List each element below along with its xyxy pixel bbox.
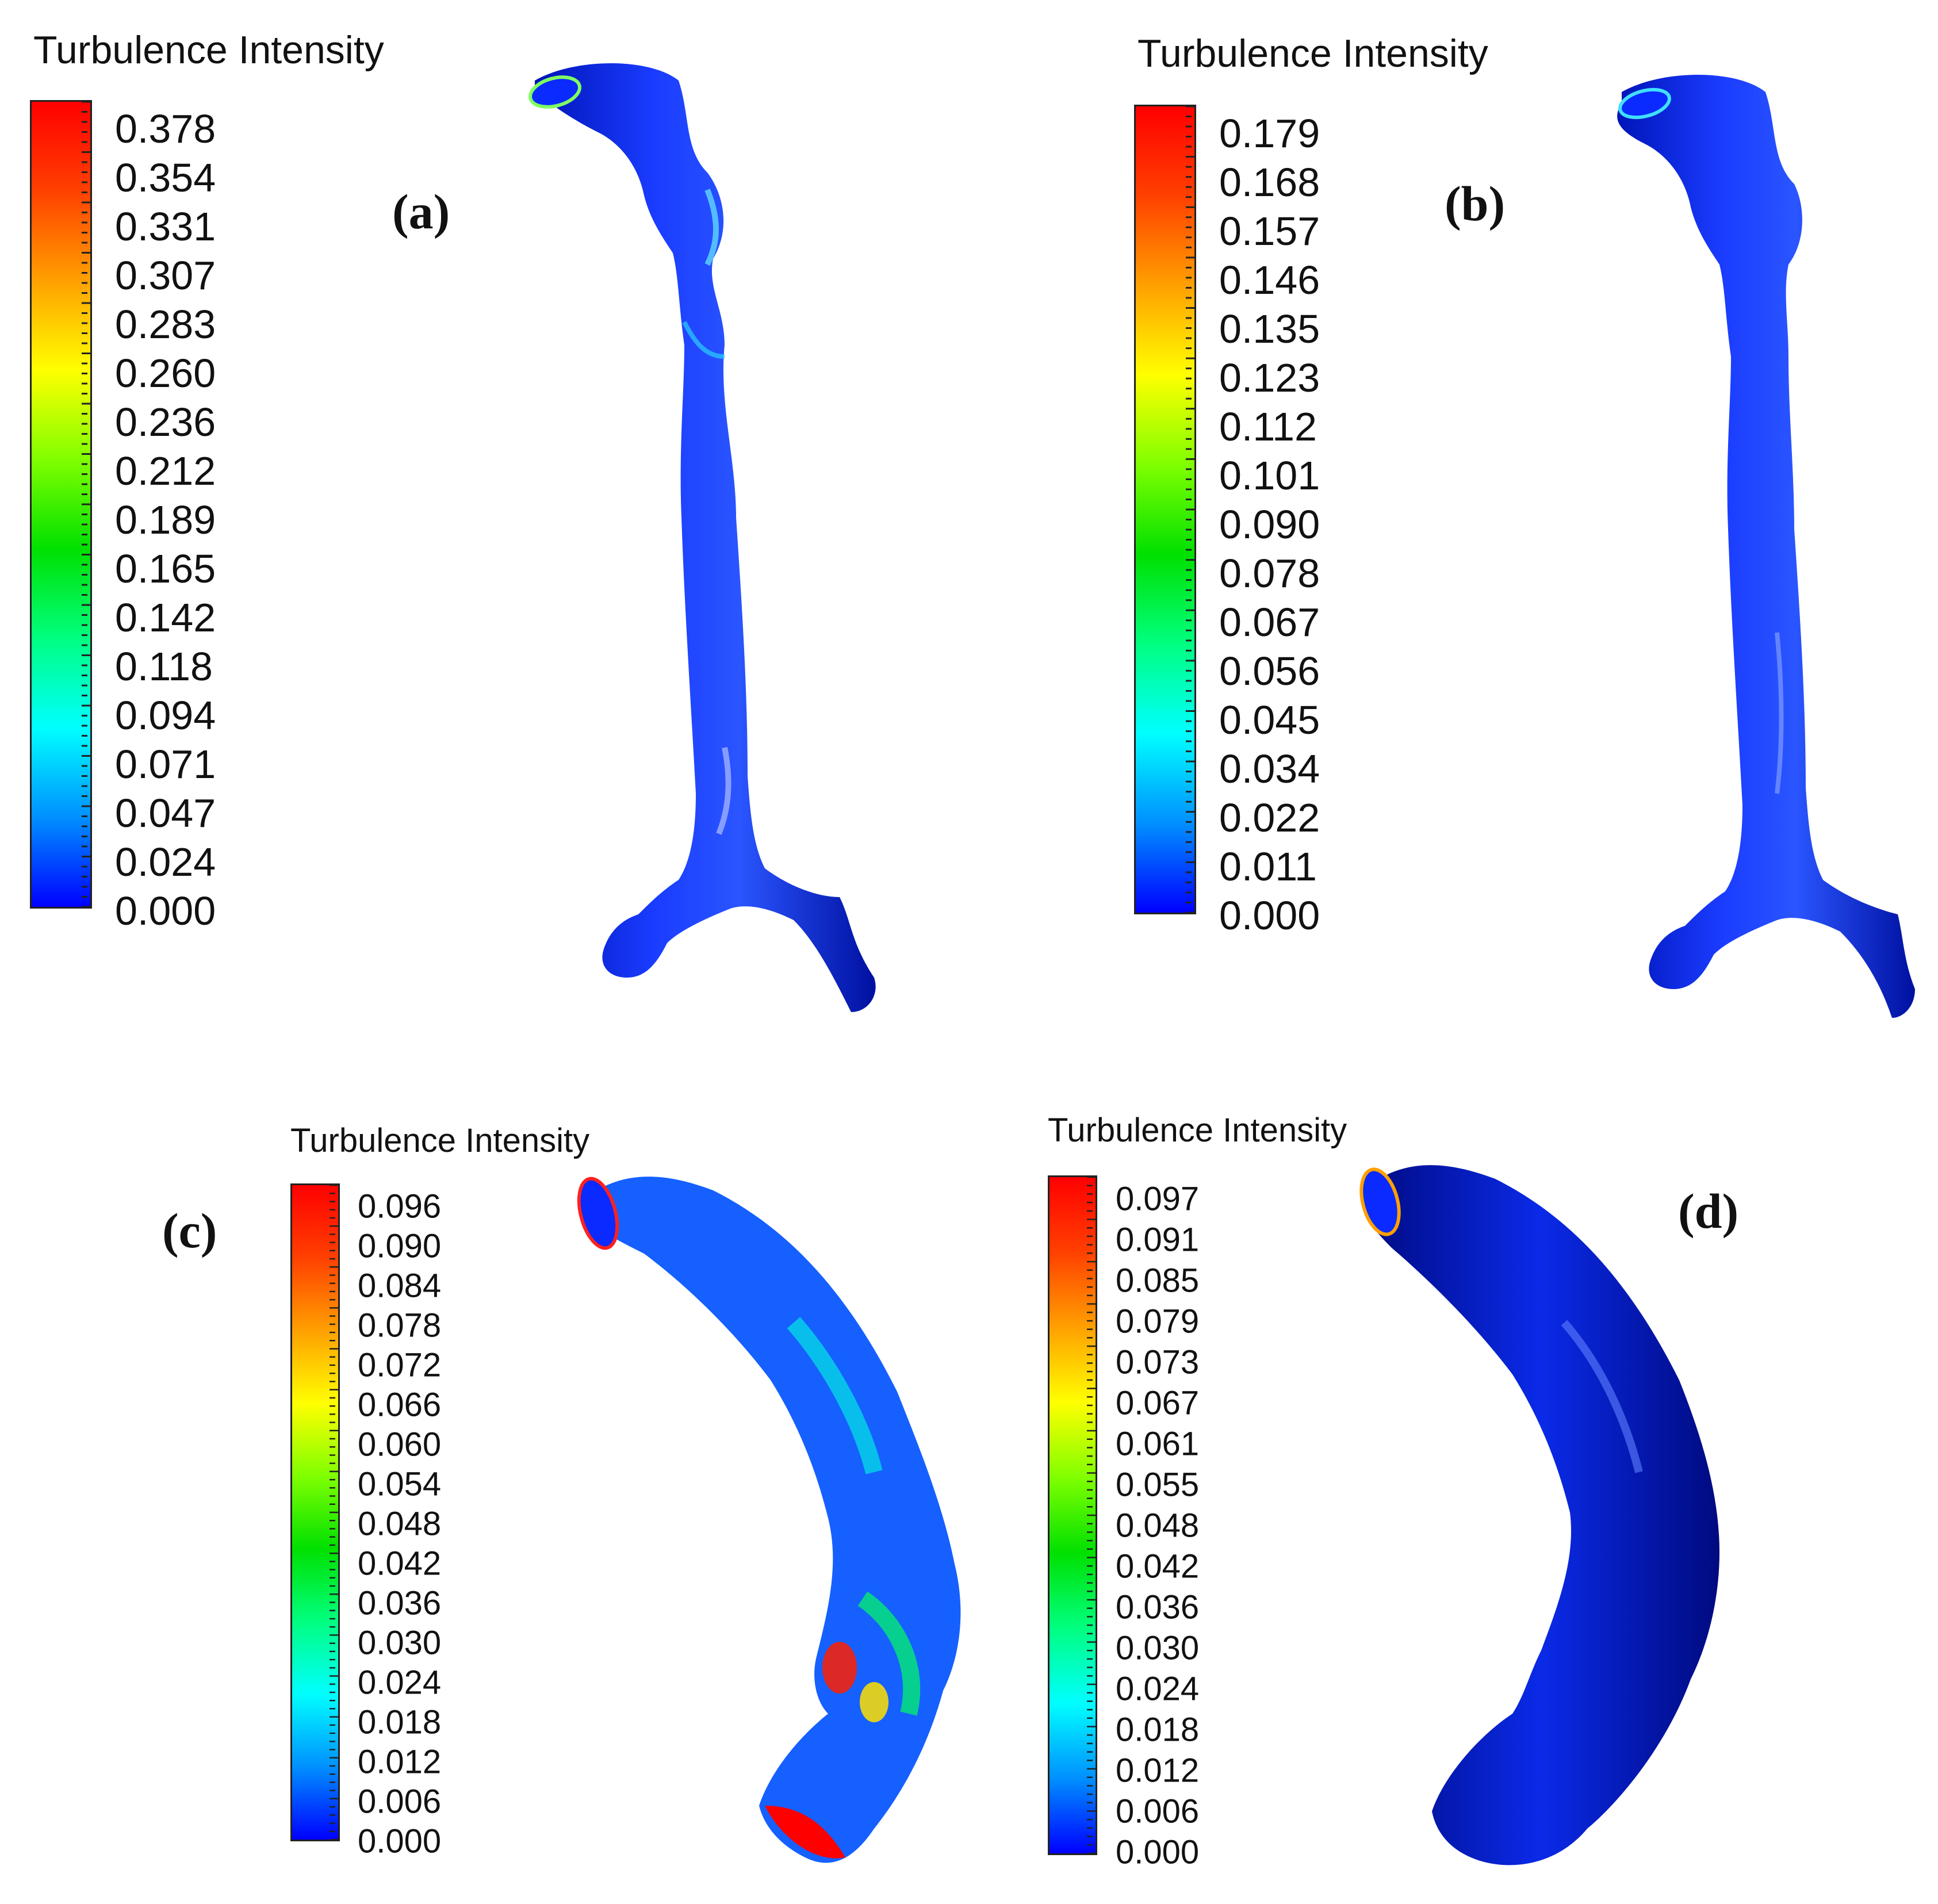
- colorbar-label: 0.042: [1116, 1547, 1200, 1585]
- colorbar-label: 0.331: [115, 204, 216, 249]
- colorbar-label: 0.042: [358, 1545, 442, 1583]
- colorbar-label: 0.165: [115, 546, 216, 591]
- colorbar-label: 0.090: [358, 1227, 442, 1265]
- colorbar-label: 0.091: [1116, 1221, 1200, 1259]
- colorbar-label: 0.024: [115, 840, 216, 884]
- colorbar-label: 0.101: [1219, 453, 1320, 498]
- colorbar-label: 0.055: [1116, 1466, 1200, 1504]
- airway-model-b: [1617, 75, 1915, 1018]
- colorbar: [290, 1183, 340, 1841]
- colorbar-label: 0.078: [358, 1307, 442, 1344]
- colorbar-title: Turbulence Intensity: [1048, 1112, 1347, 1149]
- colorbar-label: 0.212: [115, 449, 216, 493]
- colorbar-label: 0.084: [358, 1267, 442, 1305]
- colorbar-label: 0.072: [358, 1346, 442, 1384]
- colorbar-label: 0.079: [1116, 1302, 1200, 1340]
- colorbar: [1048, 1175, 1097, 1855]
- colorbar: [30, 100, 92, 909]
- colorbar-label: 0.090: [1219, 502, 1320, 547]
- colorbar-label: 0.168: [1219, 160, 1320, 205]
- colorbar-label: 0.006: [1116, 1792, 1200, 1830]
- colorbar-label: 0.157: [1219, 209, 1320, 254]
- colorbar: [1134, 105, 1196, 914]
- colorbar-label: 0.307: [115, 253, 216, 298]
- colorbar-label: 0.054: [358, 1465, 442, 1503]
- colorbar-label: 0.142: [115, 595, 216, 640]
- colorbar-label: 0.071: [115, 742, 216, 787]
- airway-model-a: [528, 63, 876, 1012]
- colorbar-label: 0.283: [115, 302, 216, 347]
- colorbar-label: 0.078: [1219, 551, 1320, 596]
- colorbar-label: 0.094: [115, 693, 216, 738]
- colorbar-label: 0.073: [1116, 1343, 1200, 1381]
- airway-model-c: [577, 1177, 961, 1863]
- colorbar-label: 0.236: [115, 400, 216, 445]
- colorbar-label: 0.112: [1219, 404, 1317, 449]
- colorbar-label: 0.260: [115, 351, 216, 396]
- colorbar-label: 0.036: [358, 1584, 442, 1622]
- colorbar-label: 0.022: [1219, 795, 1320, 840]
- colorbar-label: 0.067: [1219, 600, 1320, 645]
- colorbar-label: 0.024: [358, 1664, 442, 1702]
- airway-model-d: [1359, 1165, 1719, 1865]
- colorbar-label: 0.056: [1219, 649, 1320, 694]
- colorbar-label: 0.048: [1116, 1507, 1200, 1545]
- colorbar-label: 0.012: [358, 1743, 442, 1781]
- colorbar-label: 0.024: [1116, 1670, 1200, 1708]
- colorbar-ticks: [330, 1185, 340, 1840]
- colorbar-label: 0.354: [115, 155, 216, 200]
- colorbar-label: 0.006: [358, 1783, 442, 1821]
- colorbar-ticks: [1186, 106, 1196, 913]
- colorbar-label: 0.045: [1219, 698, 1320, 742]
- colorbar-label: 0.011: [1219, 844, 1317, 889]
- colorbar-title: Turbulence Intensity: [1137, 32, 1488, 75]
- colorbar-ticks: [1087, 1177, 1097, 1853]
- colorbar-label: 0.030: [1116, 1629, 1200, 1667]
- colorbar-label: 0.018: [1116, 1711, 1200, 1749]
- colorbar-label: 0.135: [1219, 307, 1320, 351]
- colorbar-label: 0.179: [1219, 111, 1320, 156]
- colorbar-label: 0.030: [358, 1624, 442, 1662]
- panel-letter: (a): [392, 184, 450, 239]
- colorbar-label: 0.034: [1219, 746, 1320, 791]
- colorbar-label: 0.012: [1116, 1752, 1200, 1790]
- colorbar-ticks: [82, 102, 92, 907]
- colorbar-label: 0.047: [115, 791, 216, 836]
- colorbar-label: 0.067: [1116, 1384, 1200, 1422]
- colorbar-label: 0.036: [1116, 1588, 1200, 1626]
- colorbar-label: 0.061: [1116, 1425, 1200, 1463]
- colorbar-label: 0.085: [1116, 1262, 1200, 1300]
- colorbar-label: 0.189: [115, 497, 216, 542]
- colorbar-label: 0.000: [358, 1822, 442, 1860]
- colorbar-label: 0.146: [1219, 258, 1320, 302]
- colorbar-label: 0.378: [115, 106, 216, 151]
- colorbar-label: 0.000: [1219, 893, 1320, 938]
- colorbar-label: 0.123: [1219, 355, 1320, 400]
- panel-letter: (d): [1678, 1183, 1739, 1239]
- panel-letter: (c): [162, 1203, 217, 1258]
- colorbar-title: Turbulence Intensity: [33, 28, 384, 72]
- colorbar-label: 0.118: [115, 644, 213, 689]
- colorbar-label: 0.000: [1116, 1833, 1200, 1871]
- colorbar-label: 0.097: [1116, 1180, 1200, 1218]
- colorbar-label: 0.048: [358, 1505, 442, 1543]
- colorbar-label: 0.066: [358, 1386, 442, 1424]
- panel-letter: (b): [1445, 176, 1506, 231]
- colorbar-label: 0.096: [358, 1187, 442, 1225]
- colorbar-title: Turbulence Intensity: [290, 1122, 590, 1159]
- colorbar-label: 0.060: [358, 1426, 442, 1464]
- colorbar-label: 0.018: [358, 1703, 442, 1741]
- colorbar-label: 0.000: [115, 888, 216, 933]
